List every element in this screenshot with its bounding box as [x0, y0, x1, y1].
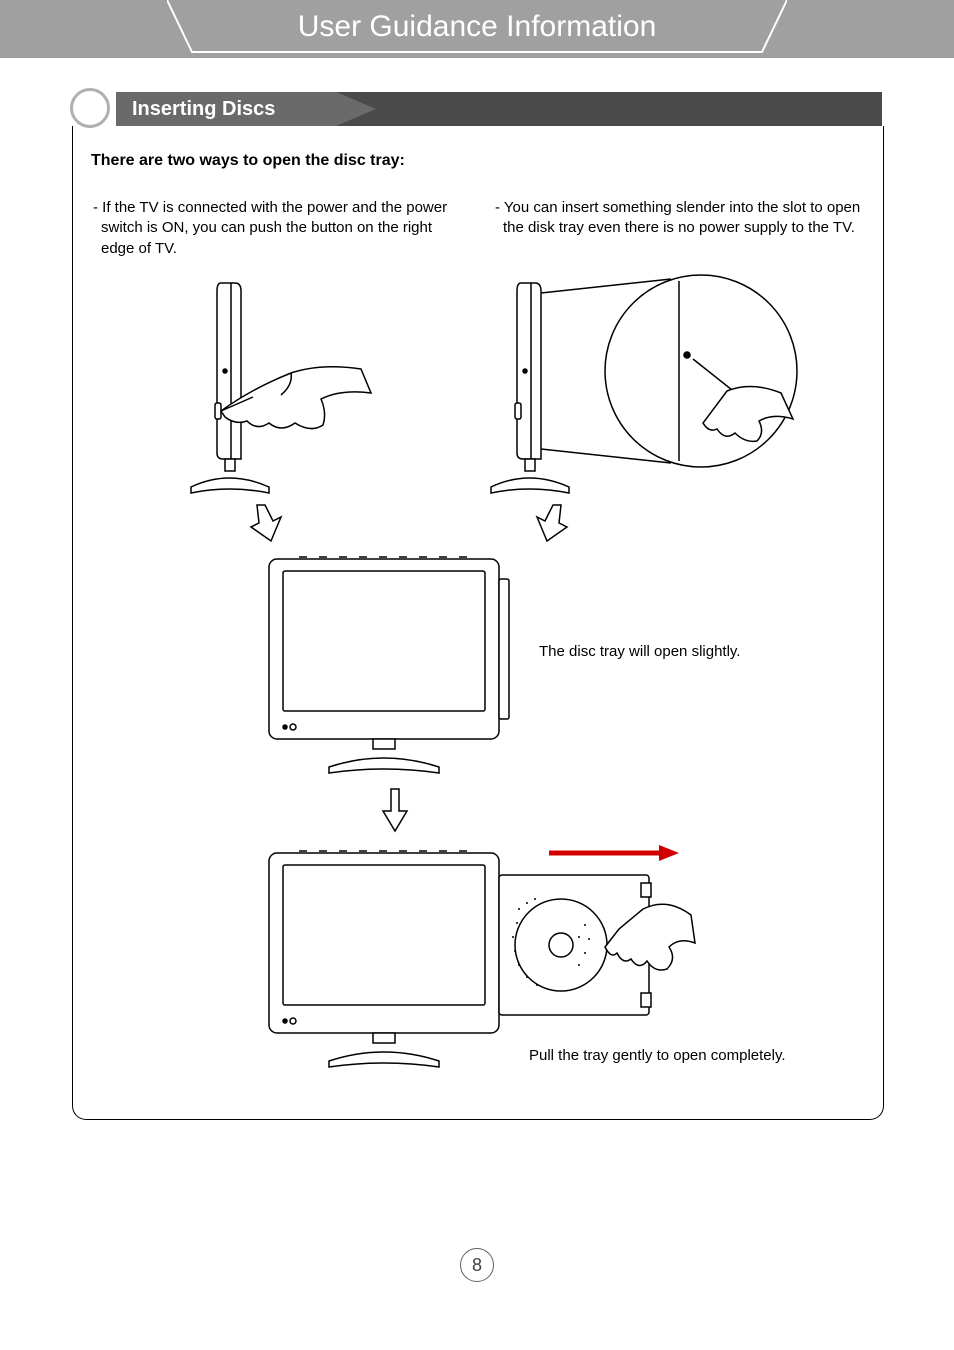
page-title: User Guidance Information: [298, 10, 657, 44]
method-1-col: - If the TV is connected with the power …: [91, 198, 463, 259]
methods-row: - If the TV is connected with the power …: [91, 198, 865, 259]
caption-pull-tray: Pull the tray gently to open completely.: [529, 1047, 786, 1064]
arrow-down-left-icon: [531, 501, 571, 545]
arrow-down-right-icon: [247, 501, 287, 545]
caption-tray-slight: The disc tray will open slightly.: [539, 643, 740, 660]
content-box: There are two ways to open the disc tray…: [72, 126, 884, 1120]
diagram-area: The disc tray will open slightly.: [91, 273, 865, 1103]
page-number: 8: [460, 1248, 494, 1282]
tv-side-push-button-illustration: [161, 273, 381, 503]
tv-side-pin-illustration: [481, 273, 811, 503]
method-2-col: - You can insert something slender into …: [493, 198, 865, 259]
method-2-text: - You can insert something slender into …: [493, 198, 865, 239]
tv-front-tray-slight-illustration: [259, 549, 529, 779]
section-header: Inserting Discs Inserting Discs: [72, 92, 882, 126]
tv-front-tray-open-illustration: [259, 839, 699, 1079]
intro-text: There are two ways to open the disc tray…: [91, 152, 865, 170]
method-1-text: - If the TV is connected with the power …: [91, 198, 463, 259]
header-banner: User Guidance Information: [0, 0, 954, 58]
arrow-down-icon: [379, 785, 411, 835]
section-bar: Inserting Discs Inserting Discs: [72, 92, 882, 126]
section-label-text: Inserting Discs: [116, 92, 295, 126]
section-circle-icon: [70, 88, 110, 128]
